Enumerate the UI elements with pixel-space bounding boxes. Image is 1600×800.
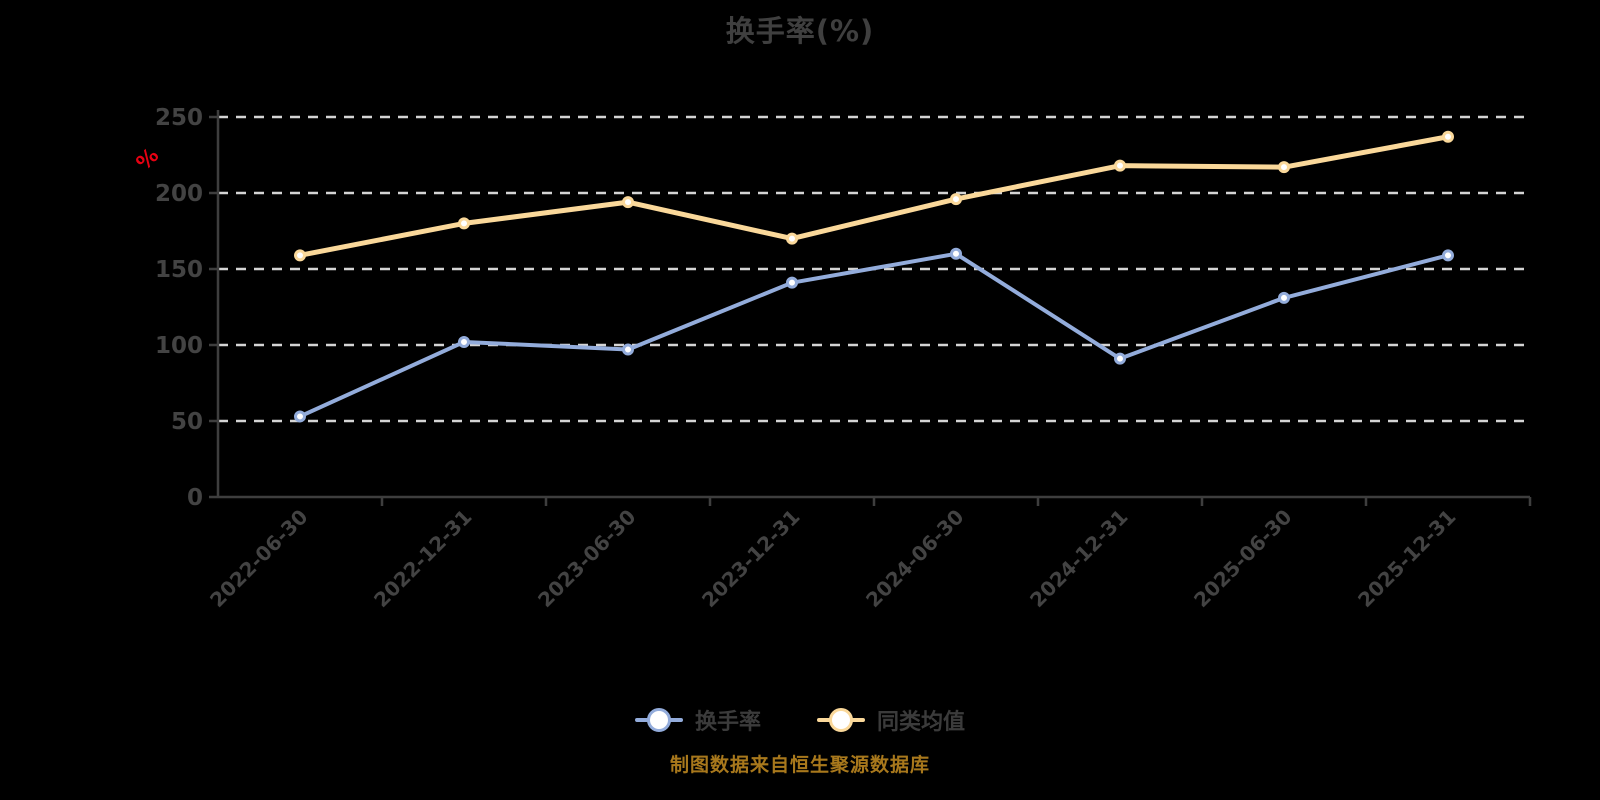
legend-circle-swatch [646,708,671,732]
peer-average-data-point [1278,161,1290,174]
y-tick-label: 150 [155,257,203,283]
turnover-data-point [622,343,634,356]
y-tick-label: 0 [187,485,203,511]
y-tick-label: 100 [155,333,203,359]
turnover-data-point [458,335,470,348]
x-axis-label: 2024-12-31 [1025,505,1132,612]
turnover-series-line [298,251,1450,419]
peer-average-series-line [297,134,1451,258]
y-tick-label: 50 [171,409,203,435]
x-axis-label: 2022-12-31 [369,505,476,612]
chart-title: 换手率(%) [725,14,875,48]
legend-label-peer-average: 同类均值 [877,710,966,735]
turnover-data-point [1278,291,1290,304]
turnover-data-point [950,247,962,260]
turnover-data-point [294,410,306,423]
turnover-data-point [1114,352,1126,365]
peer-average-data-point [1442,130,1454,143]
x-axis-label: 2025-06-30 [1189,505,1296,612]
peer-average-data-point [786,232,798,245]
peer-average-data-point [950,193,962,206]
legend-circle-swatch [829,708,853,732]
turnover-data-point [786,276,798,289]
x-axis-label: 2025-12-31 [1353,505,1460,612]
x-axis-label: 2024-06-30 [861,505,968,612]
peer-average-legend-marker-icon [817,708,865,732]
x-axis-label: 2022-06-30 [205,505,312,612]
peer-average-data-point [1114,159,1126,172]
legend-label-turnover: 换手率 [694,710,761,735]
y-tick-label: 250 [155,105,203,131]
peer-average-data-point [294,249,306,262]
chart-legend: 换手率 同类均值 [0,698,1600,742]
y-tick-label: 200 [155,181,203,207]
turnover-legend-marker-icon [634,708,683,732]
x-axis-label: 2023-12-31 [697,505,804,612]
peer-average-data-point [622,196,634,209]
legend-item-peer-average[interactable]: 同类均值 [817,704,965,736]
x-axis-label: 2023-06-30 [533,505,640,612]
legend-item-turnover[interactable]: 换手率 [634,704,761,736]
peer-average-data-point [458,217,470,230]
turnover-data-point [1442,249,1454,262]
data-source-footer: 制图数据来自恒生聚源数据库 [669,754,930,776]
